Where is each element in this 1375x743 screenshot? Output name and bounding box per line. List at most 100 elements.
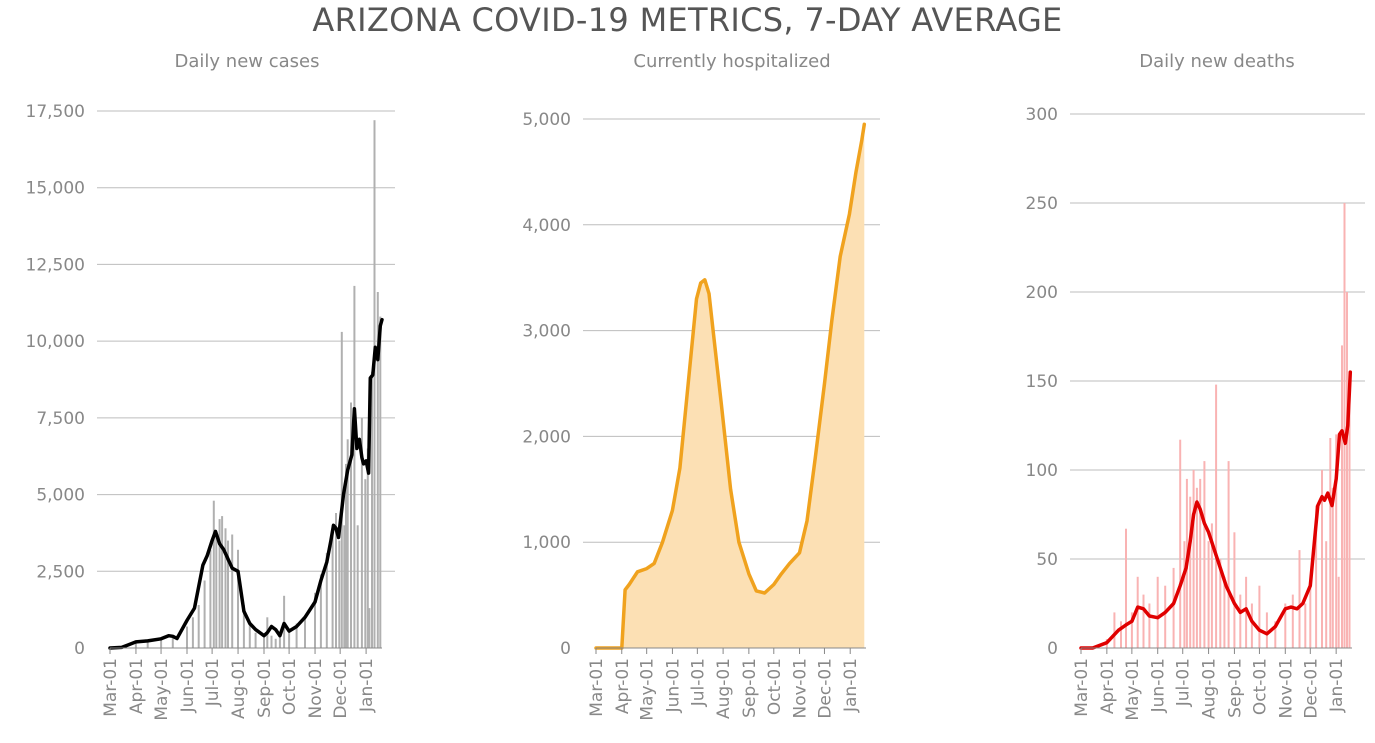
bar bbox=[364, 479, 367, 648]
bar bbox=[146, 640, 149, 648]
bar bbox=[335, 513, 337, 648]
bar bbox=[376, 292, 379, 648]
bar bbox=[191, 617, 194, 648]
x-tick-label: Jan-01 bbox=[1327, 658, 1347, 713]
bar bbox=[1199, 478, 1202, 648]
x-tick-label: Nov-01 bbox=[791, 658, 811, 719]
bar bbox=[1258, 585, 1261, 648]
x-tick-label: May-01 bbox=[638, 658, 658, 721]
x-tick-label: May-01 bbox=[1123, 658, 1143, 721]
x-tick-label: Jul-01 bbox=[203, 658, 223, 707]
x-tick-label: Nov-01 bbox=[306, 658, 326, 719]
bar bbox=[278, 632, 281, 648]
bar bbox=[1274, 621, 1277, 648]
bar bbox=[325, 552, 328, 648]
bar bbox=[1113, 612, 1116, 648]
bar bbox=[212, 500, 215, 648]
y-tick-label: 12,500 bbox=[26, 255, 85, 275]
bar bbox=[1203, 461, 1206, 648]
bar bbox=[1215, 384, 1218, 648]
x-tick-label: Apr-01 bbox=[1098, 658, 1118, 714]
bar bbox=[1284, 603, 1287, 648]
x-tick-label: May-01 bbox=[152, 658, 172, 721]
bar bbox=[331, 525, 334, 648]
bar bbox=[1156, 576, 1159, 648]
series-line bbox=[1079, 370, 1353, 650]
bar bbox=[1239, 594, 1242, 648]
bar bbox=[1172, 567, 1175, 648]
bar bbox=[346, 439, 349, 648]
bar bbox=[1325, 541, 1328, 648]
y-tick-label: 0 bbox=[1047, 639, 1058, 659]
y-tick-label: 5,000 bbox=[522, 110, 571, 130]
y-tick-label: 150 bbox=[1026, 372, 1058, 392]
bar bbox=[224, 528, 227, 648]
bar bbox=[1348, 398, 1351, 648]
y-tick-label: 2,500 bbox=[36, 562, 85, 582]
bar bbox=[171, 635, 174, 648]
series-line bbox=[594, 122, 867, 650]
x-tick-label: Dec-01 bbox=[1301, 658, 1321, 719]
x-tick-label: Aug-01 bbox=[714, 658, 734, 719]
x-tick-label: Jan-01 bbox=[841, 658, 861, 713]
x-tick-label: Dec-01 bbox=[815, 658, 835, 719]
x-tick-label: Jun-01 bbox=[663, 658, 683, 713]
bar bbox=[1331, 487, 1334, 648]
y-tick-label: 100 bbox=[1026, 461, 1058, 481]
bar bbox=[160, 638, 163, 648]
bar bbox=[209, 549, 212, 648]
bar bbox=[366, 448, 369, 648]
bar bbox=[221, 516, 224, 648]
y-tick-label: 0 bbox=[560, 639, 571, 659]
bar bbox=[1179, 439, 1182, 648]
x-tick-label: Jan-01 bbox=[357, 658, 377, 713]
x-tick-label: Sep-01 bbox=[255, 658, 275, 718]
bar bbox=[231, 534, 234, 648]
bar bbox=[215, 531, 218, 648]
bar bbox=[1136, 576, 1139, 648]
bar bbox=[353, 285, 356, 648]
bar bbox=[227, 540, 229, 648]
main-title: ARIZONA COVID-19 METRICS, 7-DAY AVERAGE bbox=[312, 1, 1063, 39]
y-tick-label: 50 bbox=[1036, 550, 1058, 570]
bar bbox=[1223, 576, 1226, 648]
chart-hospitalized: 0 1,000 2,000 3,000 4,000 5,000 Mar-01 Apr-01 Ma… bbox=[522, 110, 880, 721]
x-tick-label: Aug-01 bbox=[229, 658, 249, 719]
bar bbox=[340, 331, 343, 648]
bar bbox=[379, 316, 382, 648]
bar bbox=[237, 549, 239, 648]
y-tick-label: 1,000 bbox=[522, 533, 571, 553]
bar bbox=[304, 617, 306, 648]
bar bbox=[1210, 523, 1213, 648]
bar bbox=[1219, 559, 1222, 648]
bar bbox=[1343, 203, 1346, 648]
bar bbox=[343, 525, 346, 648]
bar bbox=[373, 120, 376, 648]
bar bbox=[203, 580, 206, 648]
bar bbox=[186, 626, 188, 648]
x-tick-label: Dec-01 bbox=[331, 658, 351, 719]
x-tick-label: Jun-01 bbox=[1149, 658, 1169, 713]
x-tick-label: Jul-01 bbox=[688, 658, 708, 707]
series-line bbox=[108, 317, 384, 650]
y-tick-label: 2,000 bbox=[522, 427, 571, 447]
x-tick-label: Oct-01 bbox=[280, 658, 300, 715]
bar bbox=[242, 605, 245, 648]
y-tick-label: 3,000 bbox=[522, 322, 571, 342]
x-tick-label: Aug-01 bbox=[1200, 658, 1220, 719]
panel-title-deaths: Daily new deaths bbox=[1139, 51, 1295, 72]
area-fill bbox=[596, 124, 865, 649]
x-tick-label: Mar-01 bbox=[587, 658, 607, 717]
x-tick-label: Mar-01 bbox=[101, 658, 121, 717]
bar bbox=[1189, 496, 1192, 648]
bar bbox=[1207, 541, 1210, 648]
bar bbox=[338, 540, 341, 648]
bar bbox=[319, 574, 322, 648]
x-tick-label: Apr-01 bbox=[127, 658, 147, 714]
bar bbox=[1130, 612, 1133, 648]
bar bbox=[1120, 621, 1122, 648]
bar bbox=[1142, 594, 1145, 648]
bar bbox=[1148, 603, 1151, 648]
bar bbox=[1329, 438, 1332, 648]
